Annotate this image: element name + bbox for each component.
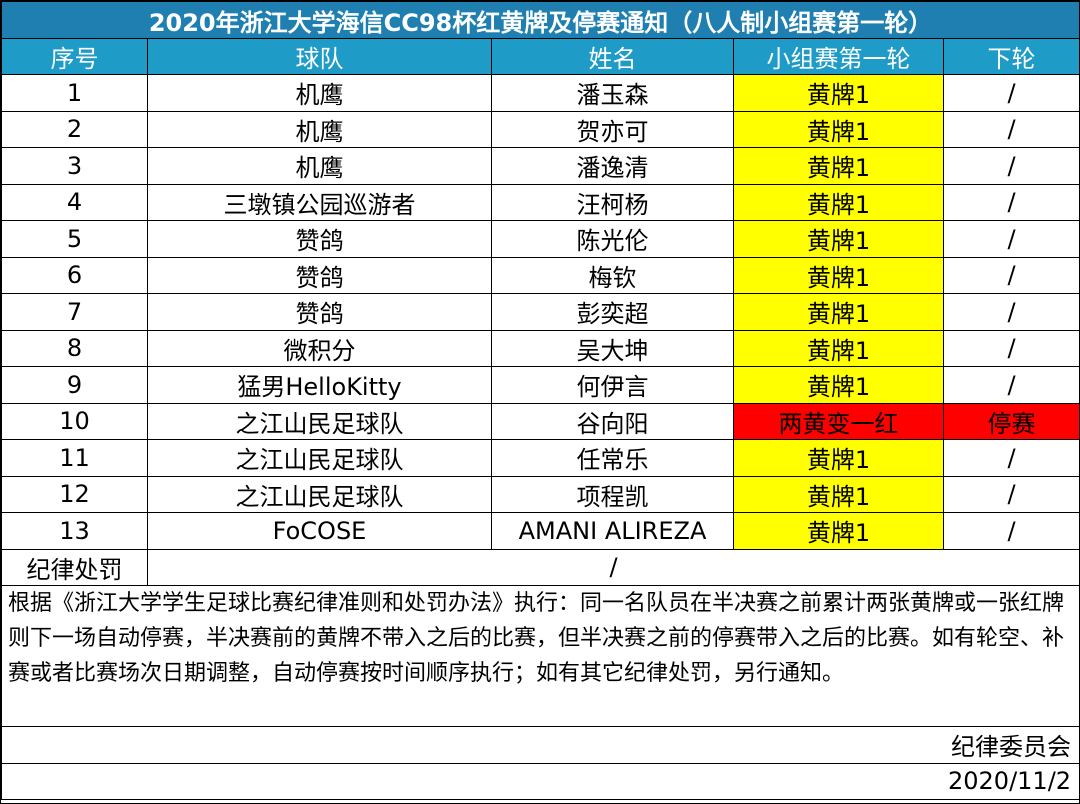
table-row: 13 FoCOSE AMANI ALIREZA 黄牌1 / [1,512,1080,550]
row-no: 10 [1,402,148,440]
signature: 纪律委员会 [0,726,1080,764]
row-name: 潘玉森 [491,74,734,112]
table-row: 8 微积分 吴大坤 黄牌1 / [1,329,1080,367]
row-round1-card: 黄牌1 [733,475,944,513]
row-team: 机鹰 [147,147,492,185]
date-row: 2020/11/2 [0,762,1080,800]
row-no: 9 [1,366,148,404]
table-row: 6 赞鸽 梅钦 黄牌1 / [1,256,1080,294]
row-name: 何伊言 [491,366,734,404]
row-next: / [942,256,1080,294]
row-name: 潘逸清 [491,147,734,185]
row-name: 任常乐 [491,439,734,477]
discipline-row: 纪律处罚 / [1,548,1080,586]
row-round1-card: 黄牌1 [733,256,944,294]
table-row: 3 机鹰 潘逸清 黄牌1 / [1,147,1080,185]
header-next: 下轮 [942,38,1080,75]
row-team: 赞鸽 [147,293,492,331]
row-team: 机鹰 [147,110,492,148]
row-team: 赞鸽 [147,220,492,258]
row-round1-card: 黄牌1 [733,439,944,477]
row-no: 6 [1,256,148,294]
table-row: 5 赞鸽 陈光伦 黄牌1 / [1,220,1080,258]
row-team: FoCOSE [147,512,492,550]
row-no: 8 [1,329,148,367]
row-next: / [942,366,1080,404]
header-round1: 小组赛第一轮 [733,38,944,75]
table-row: 12 之江山民足球队 项程凯 黄牌1 / [1,475,1080,513]
row-round1-card: 黄牌1 [733,74,944,112]
row-next-suspension: 停赛 [942,402,1080,440]
table-row: 7 赞鸽 彭奕超 黄牌1 / [1,293,1080,331]
row-no: 2 [1,110,148,148]
header-name: 姓名 [491,38,734,75]
row-next: / [942,74,1080,112]
notes-row: 根据《浙江大学学生足球比赛纪律准则和处罚办法》执行：同一名队员在半决赛之前累计两… [0,585,1080,727]
issue-date: 2020/11/2 [0,762,1080,800]
row-no: 12 [1,475,148,513]
row-name: AMANI ALIREZA [491,512,734,550]
row-no: 4 [1,183,148,221]
table-row: 9 猛男HelloKitty 何伊言 黄牌1 / [1,366,1080,404]
row-no: 3 [1,147,148,185]
row-name: 贺亦可 [491,110,734,148]
row-no: 13 [1,512,148,550]
row-team: 猛男HelloKitty [147,366,492,404]
row-next: / [942,329,1080,367]
discipline-value: / [146,548,1080,586]
row-round1-card: 黄牌1 [733,220,944,258]
table-row: 2 机鹰 贺亦可 黄牌1 / [1,110,1080,148]
header-team: 球队 [147,38,492,75]
row-next: / [942,475,1080,513]
header-row: 序号 球队 姓名 小组赛第一轮 下轮 [1,38,1080,75]
row-name: 吴大坤 [491,329,734,367]
table-row: 10 之江山民足球队 谷向阳 两黄变一红 停赛 [1,402,1080,440]
row-no: 1 [1,74,148,112]
row-next: / [942,293,1080,331]
row-no: 5 [1,220,148,258]
row-no: 11 [1,439,148,477]
row-round1-card: 两黄变一红 [733,402,944,440]
row-next: / [942,110,1080,148]
row-team: 之江山民足球队 [147,475,492,513]
row-team: 三墩镇公园巡游者 [147,183,492,221]
row-team: 赞鸽 [147,256,492,294]
table-row: 4 三墩镇公园巡游者 汪柯杨 黄牌1 / [1,183,1080,221]
row-next: / [942,439,1080,477]
row-team: 微积分 [147,329,492,367]
row-round1-card: 黄牌1 [733,110,944,148]
row-round1-card: 黄牌1 [733,293,944,331]
page-title: 2020年浙江大学海信CC98杯红黄牌及停赛通知（八人制小组赛第一轮） [0,1,1080,39]
discipline-label: 纪律处罚 [1,548,148,586]
row-round1-card: 黄牌1 [733,366,944,404]
row-name: 陈光伦 [491,220,734,258]
row-round1-card: 黄牌1 [733,512,944,550]
row-name: 汪柯杨 [491,183,734,221]
row-round1-card: 黄牌1 [733,183,944,221]
table-row: 1 机鹰 潘玉森 黄牌1 / [1,74,1080,112]
row-round1-card: 黄牌1 [733,147,944,185]
row-no: 7 [1,293,148,331]
row-name: 梅钦 [491,256,734,294]
row-name: 项程凯 [491,475,734,513]
title-row: 2020年浙江大学海信CC98杯红黄牌及停赛通知（八人制小组赛第一轮） [0,1,1080,39]
rules-notes: 根据《浙江大学学生足球比赛纪律准则和处罚办法》执行：同一名队员在半决赛之前累计两… [0,585,1080,727]
header-no: 序号 [1,38,148,75]
table-row: 11 之江山民足球队 任常乐 黄牌1 / [1,439,1080,477]
row-round1-card: 黄牌1 [733,329,944,367]
row-name: 彭奕超 [491,293,734,331]
row-next: / [942,183,1080,221]
row-next: / [942,147,1080,185]
row-next: / [942,512,1080,550]
row-next: / [942,220,1080,258]
row-team: 机鹰 [147,74,492,112]
row-name: 谷向阳 [491,402,734,440]
signature-row: 纪律委员会 [0,726,1080,764]
row-team: 之江山民足球队 [147,402,492,440]
row-team: 之江山民足球队 [147,439,492,477]
